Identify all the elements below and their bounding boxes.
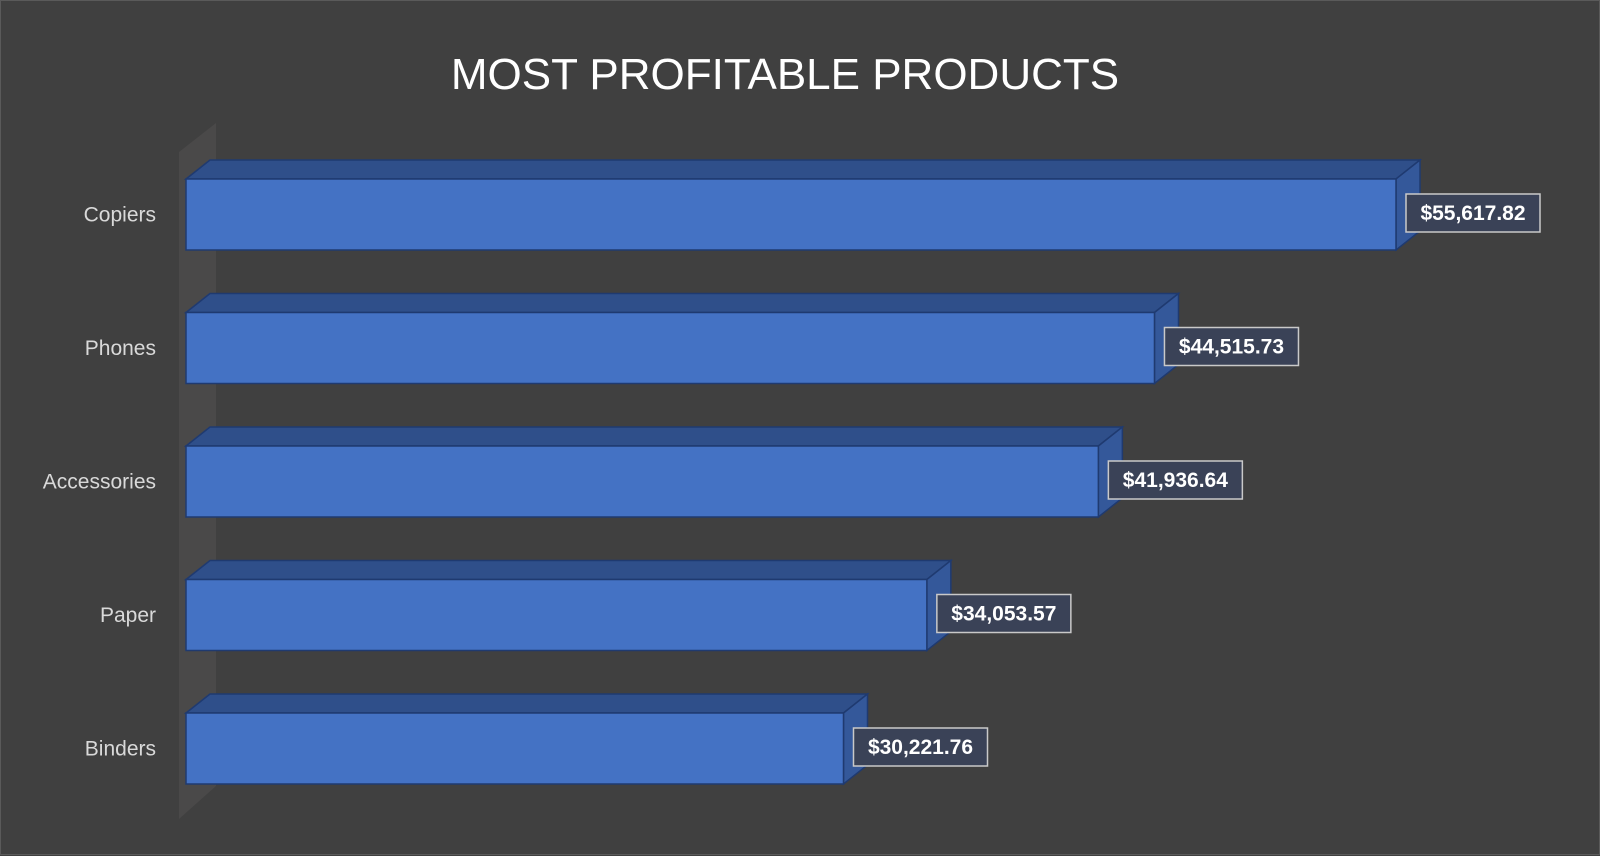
bar-group: Copiers $55,617.82	[84, 158, 1541, 252]
data-label-box	[1163, 326, 1300, 367]
bar-top-face	[183, 159, 1423, 180]
category-label: Phones	[85, 337, 156, 360]
data-label: $34,053.57	[951, 603, 1056, 626]
data-label-box	[936, 593, 1072, 634]
data-label: $44,515.73	[1179, 336, 1284, 359]
bar	[185, 311, 1156, 385]
data-label-box	[1405, 193, 1541, 233]
bar	[185, 445, 1100, 518]
category-label: Binders	[85, 738, 156, 761]
category-label: Paper	[100, 604, 156, 627]
bar	[185, 712, 845, 785]
data-label: $41,936.64	[1123, 469, 1228, 492]
data-label: $55,617.82	[1420, 202, 1525, 225]
bar-top-face	[183, 693, 870, 714]
data-label-box	[852, 727, 989, 767]
bars-layer: Copiers $55,617.82 Phones $44,515.73 Accesso…	[43, 158, 1541, 786]
data-label-box	[1107, 460, 1244, 500]
bar-top-face	[183, 559, 954, 581]
bar-top-face	[183, 292, 1181, 314]
bar	[185, 178, 1397, 251]
category-label: Copiers	[84, 204, 156, 227]
bar	[185, 578, 928, 652]
bar-group: Phones $44,515.73	[85, 291, 1300, 386]
bar-group: Accessories $41,936.64	[43, 425, 1244, 519]
bar-group: Paper $34,053.57	[100, 558, 1072, 653]
data-label: $30,221.76	[868, 736, 973, 759]
chart-title: MOST PROFITABLE PRODUCTS	[451, 50, 1119, 99]
category-label: Accessories	[43, 471, 156, 494]
bar-top-face	[183, 426, 1125, 447]
bar-group: Binders $30,221.76	[85, 692, 989, 786]
